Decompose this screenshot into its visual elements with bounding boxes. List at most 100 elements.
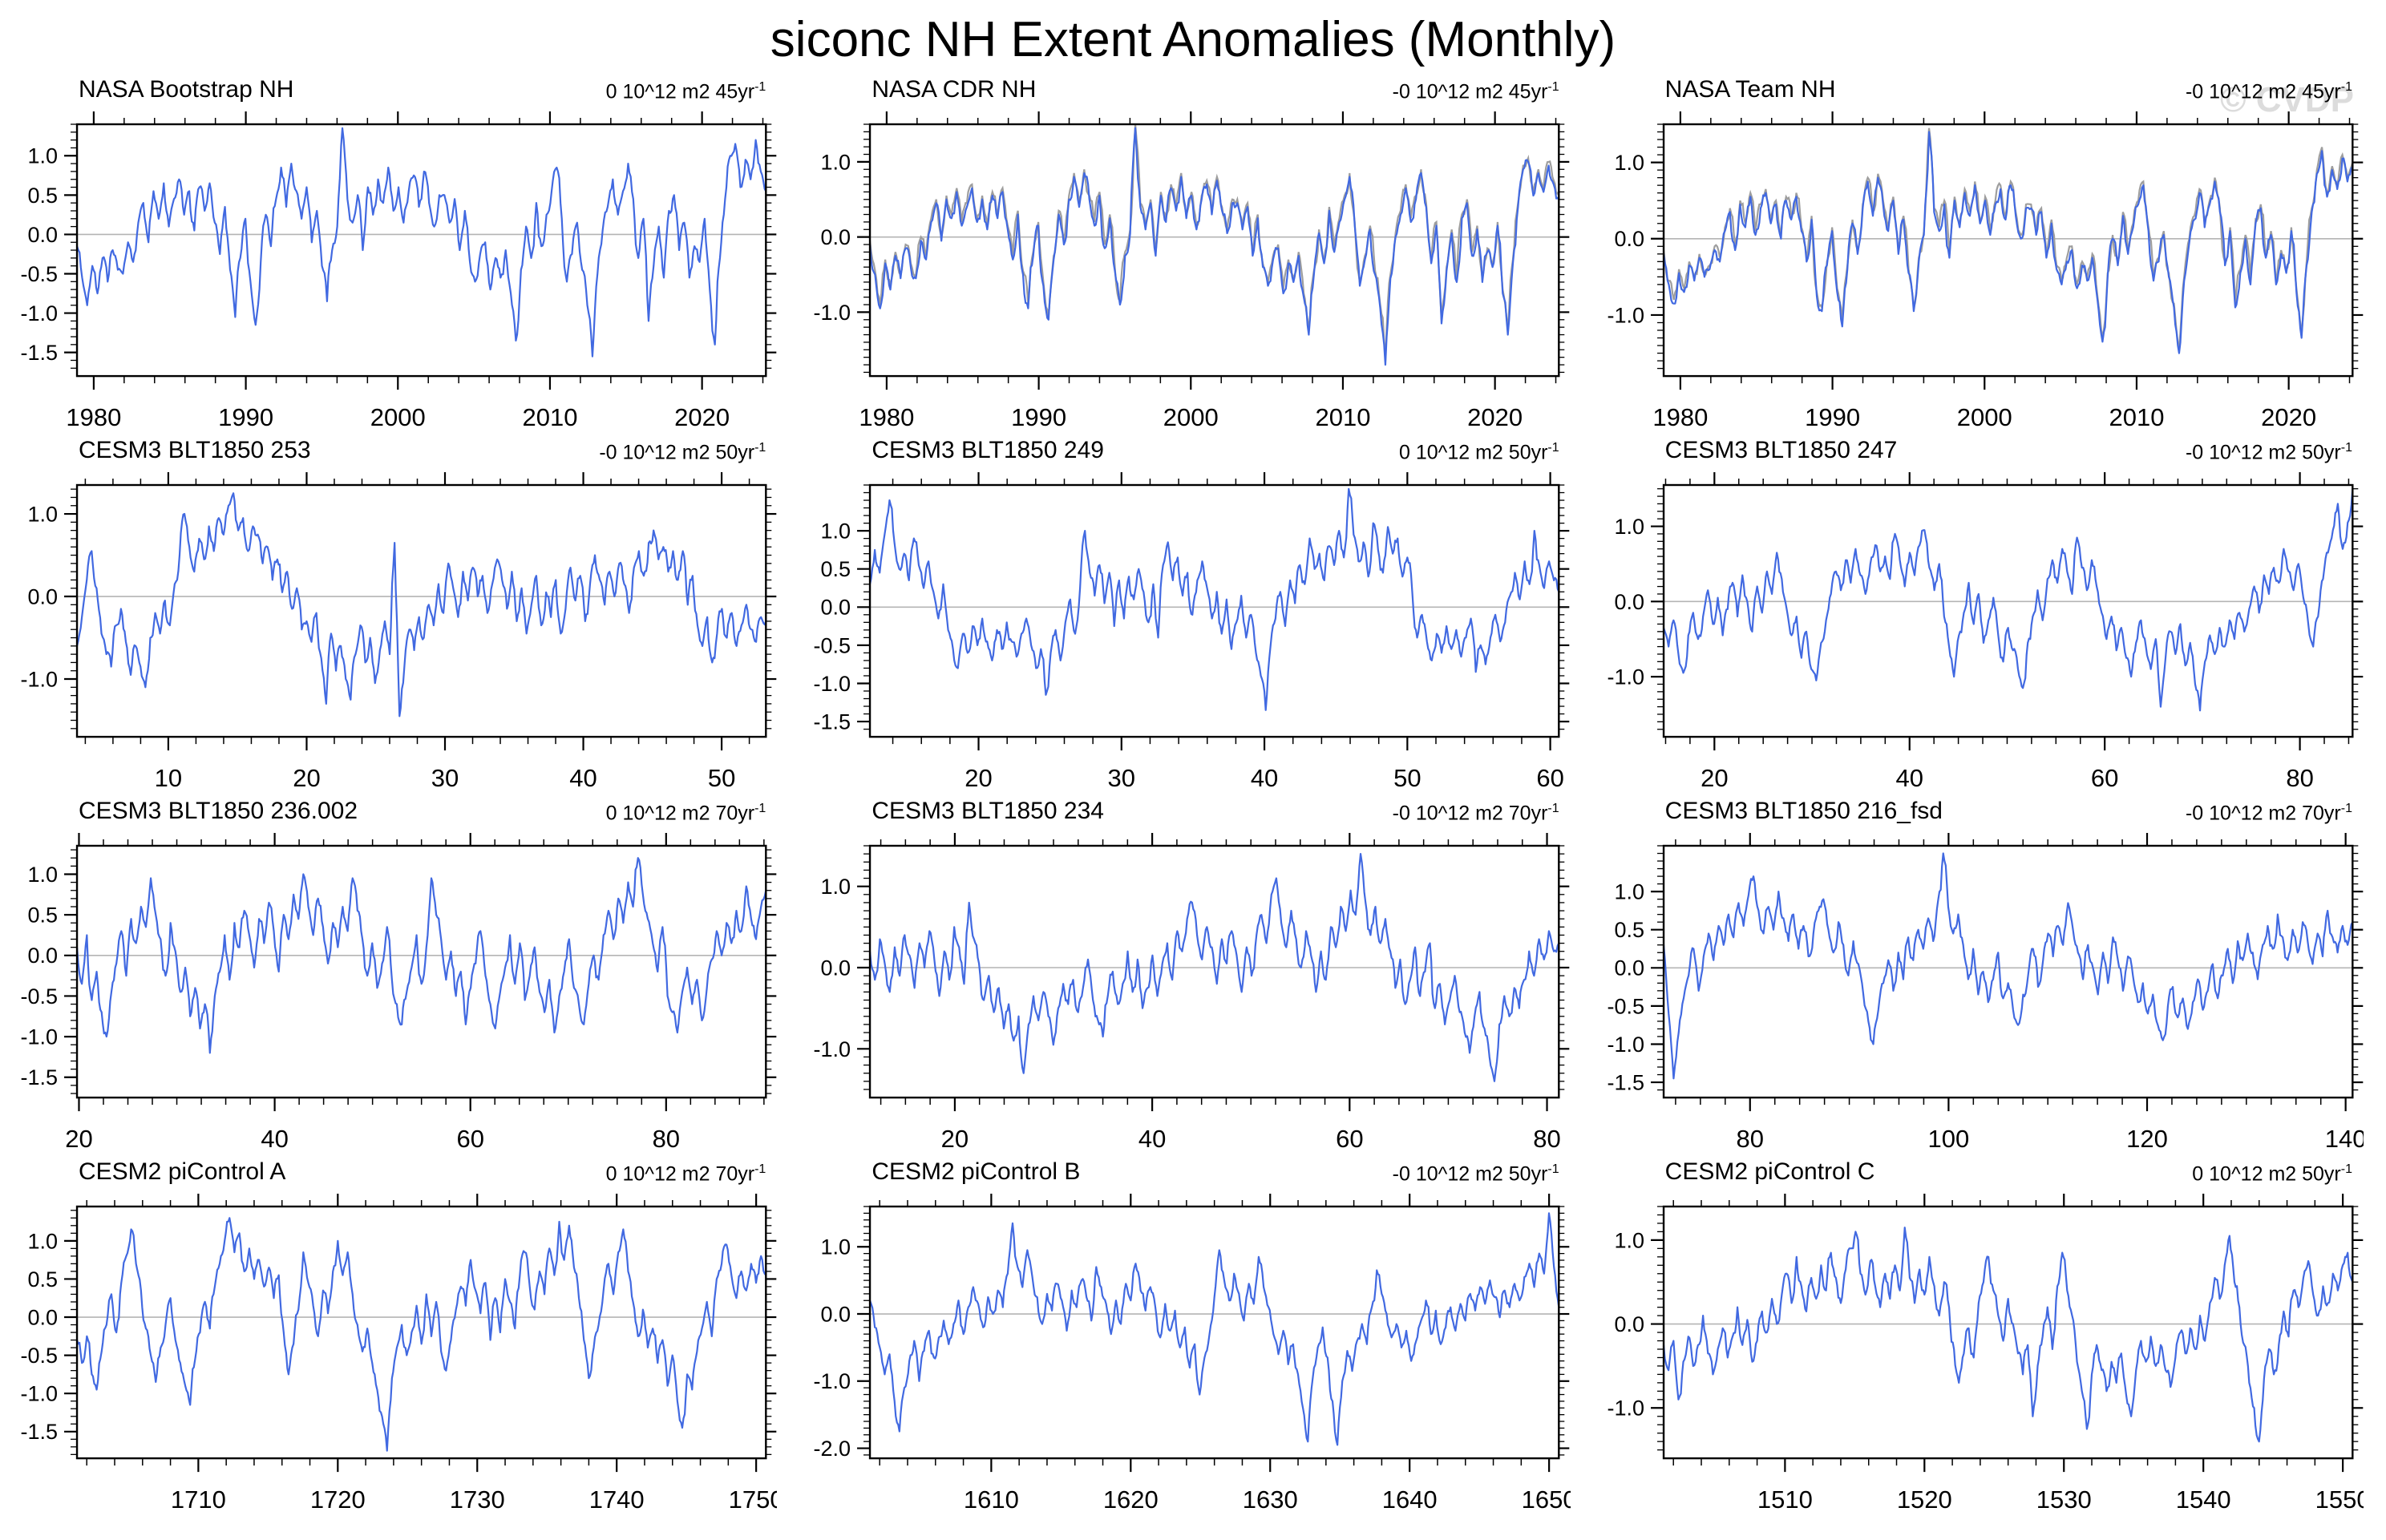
svg-text:0.5: 0.5 bbox=[27, 903, 58, 928]
svg-text:-1.5: -1.5 bbox=[1607, 1071, 1644, 1095]
panel-nasa-team-nh: NASA Team NH -0 10^12 m2 45yr-1 1980 1990… bbox=[1591, 71, 2364, 430]
svg-text:0.5: 0.5 bbox=[27, 184, 58, 208]
svg-text:40: 40 bbox=[1138, 1125, 1166, 1152]
svg-text:1540: 1540 bbox=[2175, 1485, 2230, 1513]
svg-text:1520: 1520 bbox=[1896, 1485, 1951, 1513]
panel-title: NASA Bootstrap NH bbox=[79, 76, 294, 103]
panel-nasa-bootstrap-nh: NASA Bootstrap NH 0 10^12 m2 45yr-1 1980… bbox=[5, 71, 777, 430]
panel-header: NASA CDR NH -0 10^12 m2 45yr-1 bbox=[798, 71, 1570, 103]
svg-text:1650: 1650 bbox=[1522, 1485, 1571, 1513]
svg-text:1610: 1610 bbox=[964, 1485, 1019, 1513]
svg-text:1720: 1720 bbox=[310, 1485, 366, 1513]
svg-text:1990: 1990 bbox=[1805, 403, 1860, 430]
svg-text:-0.5: -0.5 bbox=[1607, 995, 1644, 1019]
svg-text:80: 80 bbox=[653, 1125, 680, 1152]
svg-text:-1.0: -1.0 bbox=[814, 672, 851, 696]
svg-text:2020: 2020 bbox=[2261, 403, 2316, 430]
panel-cesm2-picontrol-c: CESM2 piControl C 0 10^12 m2 50yr-1 1510… bbox=[1591, 1154, 2364, 1513]
panel-cesm2-picontrol-b: CESM2 piControl B -0 10^12 m2 50yr-1 161… bbox=[798, 1154, 1571, 1514]
line-plot: 10 20 30 40 50 1.0 0.0 -1.0 bbox=[21, 472, 777, 791]
svg-text:-1.0: -1.0 bbox=[21, 301, 59, 325]
svg-text:40: 40 bbox=[1895, 764, 1923, 791]
svg-text:1.0: 1.0 bbox=[27, 863, 58, 887]
panel-header: NASA Team NH -0 10^12 m2 45yr-1 bbox=[1591, 71, 2364, 103]
panel-cesm3-blt1850-249: CESM3 BLT1850 249 0 10^12 m2 50yr-1 20 30… bbox=[798, 432, 1570, 791]
panel-header: CESM2 piControl B -0 10^12 m2 50yr-1 bbox=[798, 1154, 1570, 1186]
line-plot: 80 100 120 140 1.0 0.5 0.0 -0.5 -1.0 -1.5 bbox=[1607, 833, 2364, 1152]
svg-text:120: 120 bbox=[2126, 1125, 2168, 1152]
svg-text:80: 80 bbox=[1534, 1125, 1561, 1152]
svg-text:100: 100 bbox=[1927, 1125, 1969, 1152]
panel-trend-label: 0 10^12 m2 45yr-1 bbox=[605, 79, 766, 103]
svg-text:-1.5: -1.5 bbox=[21, 1421, 59, 1445]
svg-text:0.0: 0.0 bbox=[821, 1303, 851, 1327]
svg-text:-1.0: -1.0 bbox=[1607, 665, 1644, 689]
svg-text:50: 50 bbox=[708, 764, 735, 791]
panel-title: CESM3 BLT1850 253 bbox=[79, 437, 311, 464]
svg-text:30: 30 bbox=[431, 764, 459, 791]
panel-title: NASA CDR NH bbox=[871, 76, 1037, 103]
svg-text:-1.0: -1.0 bbox=[814, 1037, 851, 1061]
panel-title: CESM3 BLT1850 234 bbox=[871, 798, 1104, 825]
svg-text:-1.0: -1.0 bbox=[21, 1382, 59, 1406]
svg-text:60: 60 bbox=[1537, 764, 1564, 791]
svg-text:1.0: 1.0 bbox=[27, 1230, 58, 1254]
panel-cesm3-blt1850-216-fsd: CESM3 BLT1850 216_fsd -0 10^12 m2 70yr-1… bbox=[1591, 793, 2364, 1152]
svg-text:0.0: 0.0 bbox=[27, 223, 58, 247]
svg-text:80: 80 bbox=[1736, 1125, 1763, 1152]
svg-text:2010: 2010 bbox=[522, 403, 577, 430]
svg-text:-2.0: -2.0 bbox=[814, 1437, 851, 1461]
panel-trend-label: 0 10^12 m2 70yr-1 bbox=[605, 801, 766, 825]
svg-text:60: 60 bbox=[2091, 764, 2118, 791]
panel-header: CESM3 BLT1850 253 -0 10^12 m2 50yr-1 bbox=[5, 432, 777, 464]
panel-cesm3-blt1850-247: CESM3 BLT1850 247 -0 10^12 m2 50yr-1 20 4… bbox=[1591, 432, 2364, 791]
svg-text:1.0: 1.0 bbox=[821, 1235, 851, 1259]
svg-text:-1.0: -1.0 bbox=[814, 301, 851, 325]
panel-header: CESM3 BLT1850 216_fsd -0 10^12 m2 70yr-1 bbox=[1591, 793, 2364, 825]
svg-text:10: 10 bbox=[155, 764, 182, 791]
panel-title: CESM2 piControl A bbox=[79, 1158, 286, 1186]
svg-text:1.0: 1.0 bbox=[821, 150, 851, 174]
svg-text:50: 50 bbox=[1393, 764, 1421, 791]
svg-text:0.0: 0.0 bbox=[1614, 590, 1644, 614]
cvdp-watermark: © CVDP bbox=[2220, 80, 2354, 119]
panel-header: CESM2 piControl A 0 10^12 m2 70yr-1 bbox=[5, 1154, 777, 1186]
panel-nasa-cdr-nh: NASA CDR NH -0 10^12 m2 45yr-1 1980 1990 2… bbox=[798, 71, 1570, 430]
svg-text:-0.5: -0.5 bbox=[814, 633, 851, 657]
panel-trend-label: -0 10^12 m2 70yr-1 bbox=[2185, 801, 2352, 825]
svg-text:1.0: 1.0 bbox=[1614, 151, 1644, 175]
line-plot: 1980 1990 2000 2010 2020 1.0 0.0 -1.0 bbox=[1607, 111, 2363, 430]
panel-header: NASA Bootstrap NH 0 10^12 m2 45yr-1 bbox=[5, 71, 777, 103]
svg-text:2000: 2000 bbox=[1956, 403, 2012, 430]
panel-header: CESM3 BLT1850 247 -0 10^12 m2 50yr-1 bbox=[1591, 432, 2364, 464]
panel-title: CESM2 piControl C bbox=[1664, 1158, 1875, 1186]
svg-text:1730: 1730 bbox=[450, 1485, 505, 1513]
panel-cesm3-blt1850-253: CESM3 BLT1850 253 -0 10^12 m2 50yr-1 10 2… bbox=[5, 432, 777, 791]
svg-text:0.0: 0.0 bbox=[1614, 956, 1644, 980]
svg-text:1.0: 1.0 bbox=[1614, 880, 1644, 904]
svg-text:-1.5: -1.5 bbox=[814, 710, 851, 734]
svg-text:1530: 1530 bbox=[2036, 1485, 2091, 1513]
svg-text:1.0: 1.0 bbox=[821, 875, 851, 899]
line-plot: 1610 1620 1630 1640 1650 1.0 0.0 -1.0 -2.0 bbox=[814, 1194, 1571, 1514]
line-plot: 1980 1990 2000 2010 2020 1.0 0.5 0.0 -0.5 -1.0 -1.… bbox=[21, 111, 777, 430]
line-plot: 1510 1520 1530 1540 1550 1.0 0.0 -1.0 bbox=[1607, 1194, 2364, 1514]
panel-title: CESM2 piControl B bbox=[871, 1158, 1081, 1186]
panel-title: CESM3 BLT1850 247 bbox=[1664, 437, 1898, 464]
panel-title: CESM3 BLT1850 216_fsd bbox=[1664, 798, 1943, 825]
panel-trend-label: 0 10^12 m2 50yr-1 bbox=[1398, 440, 1559, 464]
svg-text:1990: 1990 bbox=[218, 403, 273, 430]
svg-text:2020: 2020 bbox=[674, 403, 730, 430]
svg-text:1740: 1740 bbox=[589, 1485, 645, 1513]
svg-text:0.0: 0.0 bbox=[27, 1306, 58, 1330]
panel-trend-label: -0 10^12 m2 50yr-1 bbox=[1392, 1162, 1559, 1186]
svg-text:2010: 2010 bbox=[1316, 403, 1371, 430]
svg-text:-0.5: -0.5 bbox=[21, 262, 59, 286]
panel-trend-label: 0 10^12 m2 50yr-1 bbox=[2192, 1162, 2352, 1186]
line-plot: 20 40 60 80 1.0 0.5 0.0 -0.5 -1.0 -1.5 bbox=[21, 833, 777, 1152]
svg-text:-0.5: -0.5 bbox=[21, 1344, 59, 1368]
svg-text:-1.0: -1.0 bbox=[21, 668, 59, 692]
panel-trend-label: -0 10^12 m2 50yr-1 bbox=[2185, 440, 2352, 464]
svg-text:-1.0: -1.0 bbox=[1607, 303, 1644, 327]
svg-text:1750: 1750 bbox=[729, 1485, 778, 1513]
